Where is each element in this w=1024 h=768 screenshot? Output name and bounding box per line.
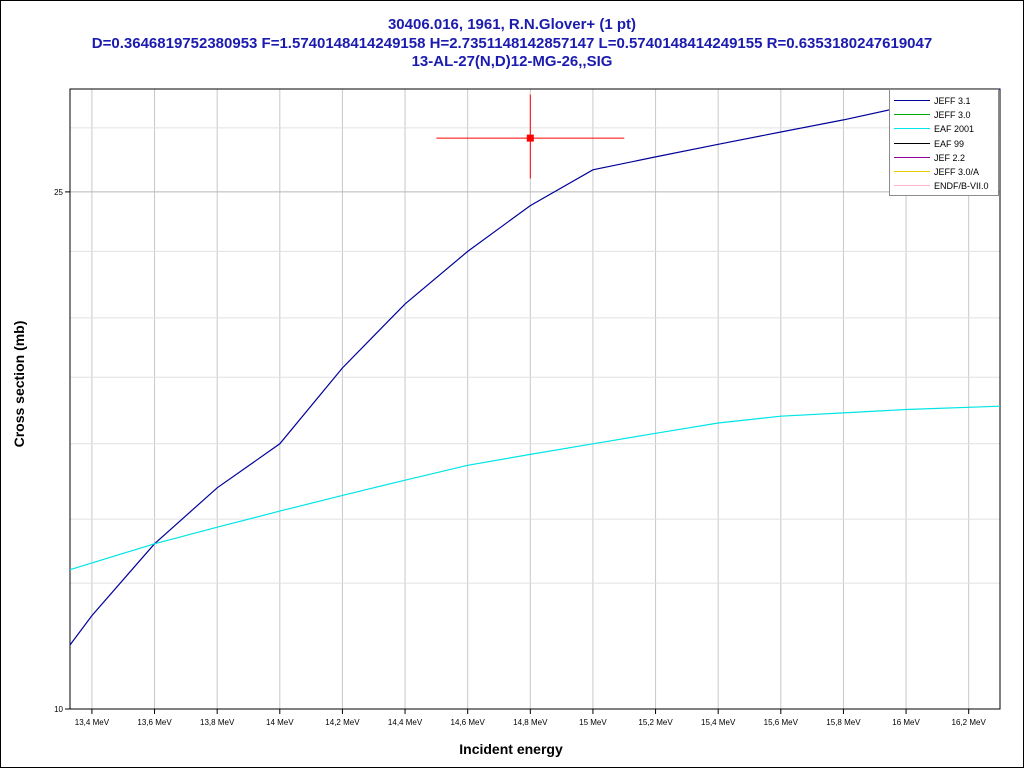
experimental-points (436, 94, 625, 179)
series-lines (69, 88, 1001, 646)
plot-border (69, 88, 1001, 710)
experimental-point (526, 134, 534, 142)
axis-ticks: 13,4 MeV 13,6 MeV 13,8 MeV 14 MeV 14,2 MeV 14… (54, 188, 986, 727)
legend-entry: JEFF 3.0/A (890, 165, 998, 179)
x-tick-label: 15,6 MeV (764, 718, 799, 727)
legend-swatch (894, 128, 930, 130)
x-tick-label: 15,2 MeV (638, 718, 673, 727)
legend-label: EAF 2001 (934, 124, 975, 135)
legend-swatch (894, 185, 930, 187)
x-tick-label: 14,4 MeV (388, 718, 423, 727)
legend-entry: JEF 2.2 (890, 151, 998, 165)
y-tick-label: 25 (54, 188, 63, 197)
legend-entry: ENDF/B-VII.0 (890, 179, 998, 193)
x-tick-label: 13,8 MeV (200, 718, 235, 727)
legend-label: JEFF 3.0 (934, 110, 971, 121)
legend-label: JEFF 3.1 (934, 96, 971, 106)
x-tick-label: 15 MeV (579, 718, 607, 727)
x-tick-label: 13,4 MeV (75, 718, 110, 727)
legend-swatch (894, 142, 930, 144)
x-tick-label: 13,6 MeV (137, 718, 172, 727)
x-tick-label: 16 MeV (892, 718, 920, 727)
x-tick-label: 15,4 MeV (701, 718, 736, 727)
series-line-eaf-2001 (69, 405, 1001, 571)
grid (70, 89, 1000, 710)
legend-entry: EAF 2001 (890, 122, 998, 136)
chart-subtitle: D=0.3646819752380953 F=1.574014841424915… (91, 35, 933, 52)
y-axis-label: Cross section (mb) (11, 320, 27, 448)
legend-entry: JEFF 3.1 (890, 94, 998, 108)
x-tick-label: 14,6 MeV (451, 718, 486, 727)
chart-reaction-label: 13-AL-27(N,D)12-MG-26,,SIG (411, 53, 613, 70)
legend-swatch (894, 114, 930, 116)
x-axis-label: Incident energy (459, 741, 563, 757)
legend-label: JEFF 3.0/A (934, 167, 980, 177)
y-tick-label: 10 (54, 705, 63, 714)
legend-swatch (894, 171, 930, 172)
series-line-jeff-3-1 (69, 88, 1001, 646)
legend-entry: EAF 99 (890, 137, 998, 151)
legend: JEFF 3.1 JEFF 3.0 EAF 2001 EAF 99 JEF 2.2 JEF… (889, 89, 999, 196)
x-tick-label: 15,8 MeV (826, 718, 861, 727)
x-tick-label: 14,2 MeV (325, 718, 360, 727)
legend-entry: JEFF 3.0 (890, 108, 998, 122)
legend-label: EAF 99 (934, 138, 965, 149)
legend-label: ENDF/B-VII.0 (934, 181, 989, 192)
chart-title: 30406.016, 1961, R.N.Glover+ (1 pt) (387, 16, 637, 33)
x-tick-label: 16,2 MeV (952, 718, 987, 727)
legend-label: JEF 2.2 (934, 152, 966, 163)
x-tick-label: 14,8 MeV (513, 718, 548, 727)
legend-swatch (894, 100, 930, 101)
legend-swatch (894, 156, 930, 158)
x-tick-label: 14 MeV (266, 718, 294, 727)
